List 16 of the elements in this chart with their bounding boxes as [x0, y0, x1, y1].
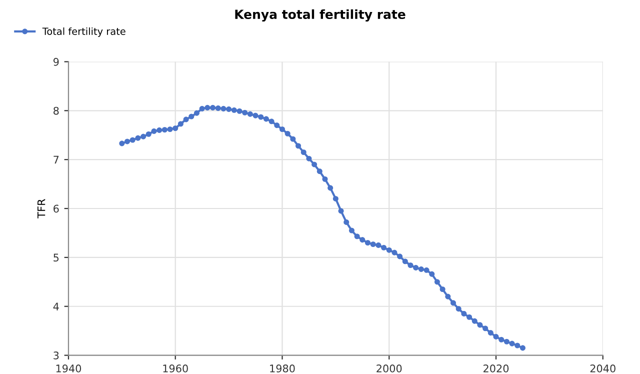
x-tick-label: 1980 — [270, 364, 295, 372]
x-tick-label: 1940 — [56, 364, 82, 372]
y-tick-label: 4 — [53, 302, 59, 310]
y-tick-label: 6 — [54, 204, 59, 213]
y-tick-label: 8 — [54, 106, 59, 115]
legend-label: Total fertility rate — [42, 27, 126, 37]
y-tick-label: 5 — [54, 254, 59, 262]
x-tick-label: 2020 — [484, 364, 509, 372]
y-tick-label: 3 — [54, 352, 59, 360]
chart-title: Kenya total fertility rate — [235, 9, 406, 22]
y-axis-title: TFR — [38, 199, 46, 218]
x-tick-label: 2040 — [590, 364, 616, 372]
x-tick-label: 1960 — [163, 364, 188, 372]
y-tick-label: 9 — [53, 58, 59, 66]
y-tick-label: 7 — [54, 156, 59, 164]
x-tick-label: 2000 — [376, 364, 402, 372]
